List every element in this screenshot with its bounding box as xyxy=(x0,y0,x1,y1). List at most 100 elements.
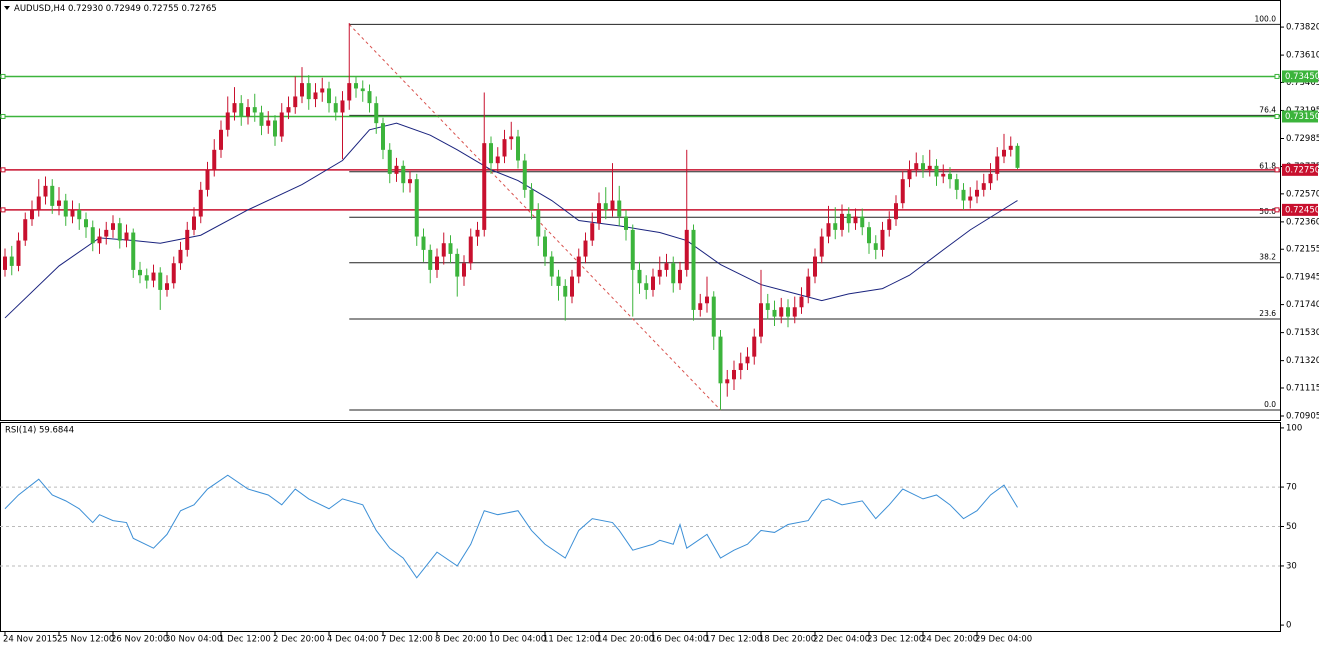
candle-body xyxy=(954,179,959,190)
candle-body xyxy=(867,227,871,244)
candle-body xyxy=(759,303,763,337)
candle-body xyxy=(293,96,298,108)
fib-level-label: 0.0 xyxy=(1264,400,1276,409)
candle-body xyxy=(934,165,939,177)
candle-body xyxy=(603,203,608,210)
candle-body xyxy=(421,236,426,250)
candle-body xyxy=(151,272,156,281)
candle-body xyxy=(799,296,804,308)
menu-arrow[interactable] xyxy=(4,6,10,10)
candle-body xyxy=(381,123,385,150)
candle-body xyxy=(489,143,493,164)
candle-body xyxy=(948,173,952,180)
level-price-box xyxy=(1282,110,1318,123)
candle-body xyxy=(205,169,210,190)
candle-body xyxy=(637,269,642,284)
candle-body xyxy=(428,249,433,270)
x-tick-label: 18 Dec 20:00 xyxy=(759,635,816,645)
candle-body xyxy=(644,283,649,290)
candle-body xyxy=(462,263,466,277)
x-tick-label: 24 Nov 2015 xyxy=(3,635,57,645)
level-handle xyxy=(0,167,6,173)
candle-body xyxy=(144,275,149,281)
y-tick-label: 0.71530 xyxy=(1286,328,1319,338)
candle-body xyxy=(732,369,736,380)
candle-body xyxy=(887,219,892,230)
candle-body xyxy=(57,200,61,206)
rsi-line xyxy=(4,474,1018,579)
candle-body xyxy=(374,103,379,124)
rsi-tick-label: 30 xyxy=(1286,561,1297,571)
candle-body xyxy=(90,227,95,244)
candle-body xyxy=(158,272,163,290)
candle-body xyxy=(192,216,196,230)
candle-body xyxy=(651,276,655,290)
candle-body xyxy=(988,173,993,184)
candle-body xyxy=(394,165,399,174)
candle-body xyxy=(266,120,271,126)
candle-body xyxy=(138,269,142,276)
candle-body xyxy=(77,209,82,220)
fib-level-label: 23.6 xyxy=(1259,309,1276,318)
candle-body xyxy=(104,229,109,237)
candle-body xyxy=(482,143,487,230)
candle-body xyxy=(819,236,824,257)
candle-body xyxy=(327,88,331,104)
candle-body xyxy=(711,296,716,337)
y-tick-label: 0.73820 xyxy=(1286,23,1319,33)
candle-body xyxy=(846,213,851,224)
level-handle xyxy=(0,207,6,213)
level-handle xyxy=(1274,113,1280,119)
x-tick-label: 24 Dec 20:00 xyxy=(921,635,978,645)
level-price-label: 0.73150 xyxy=(1285,112,1319,122)
y-tick-label: 0.71115 xyxy=(1286,383,1319,393)
y-tick-label: 0.73610 xyxy=(1286,51,1319,61)
rsi-tick-label: 70 xyxy=(1286,483,1297,493)
candle-body xyxy=(414,179,419,237)
fib-trend xyxy=(348,24,721,411)
x-tick-label: 8 Dec 20:00 xyxy=(435,635,487,645)
candle-body xyxy=(354,83,358,89)
candle-body xyxy=(219,129,223,150)
candle-body xyxy=(617,200,622,217)
candle-body xyxy=(367,91,372,104)
y-tick-label: 0.72155 xyxy=(1286,245,1319,255)
candle-body xyxy=(165,283,169,290)
level-price-box xyxy=(1282,203,1318,216)
x-tick-label: 30 Nov 04:00 xyxy=(165,635,222,645)
candle-body xyxy=(873,243,878,250)
x-tick-label: 1 Dec 12:00 xyxy=(219,635,271,645)
candle-body xyxy=(279,112,284,137)
candle-body xyxy=(3,256,7,270)
y-tick-label: 0.72985 xyxy=(1286,134,1319,144)
candle-body xyxy=(927,165,932,170)
candle-body xyxy=(239,103,244,117)
candle-body xyxy=(880,229,885,250)
candle-body xyxy=(840,213,844,230)
candle-body xyxy=(286,107,291,113)
x-tick-label: 25 Nov 12:00 xyxy=(57,635,114,645)
x-tick-label: 17 Dec 12:00 xyxy=(705,635,762,645)
candle-body xyxy=(752,336,757,357)
y-tick-label: 0.73405 xyxy=(1286,78,1319,88)
candle-body xyxy=(387,149,392,174)
candle-body xyxy=(124,232,129,241)
x-tick-label: 7 Dec 12:00 xyxy=(381,635,433,645)
x-tick-label: 26 Nov 20:00 xyxy=(111,635,168,645)
candle-body xyxy=(131,232,136,270)
candle-body xyxy=(9,256,14,266)
candle-body xyxy=(111,223,115,230)
candle-body xyxy=(907,169,912,180)
x-tick-label: 29 Dec 04:00 xyxy=(975,635,1032,645)
candle-body xyxy=(570,276,574,297)
candle-body xyxy=(185,229,190,250)
candle-body xyxy=(624,216,628,230)
candle-body xyxy=(252,107,257,113)
candle-body xyxy=(70,209,75,217)
y-tick-label: 0.72570 xyxy=(1286,189,1319,199)
level-handle xyxy=(1274,167,1280,173)
candle-body xyxy=(792,307,797,317)
